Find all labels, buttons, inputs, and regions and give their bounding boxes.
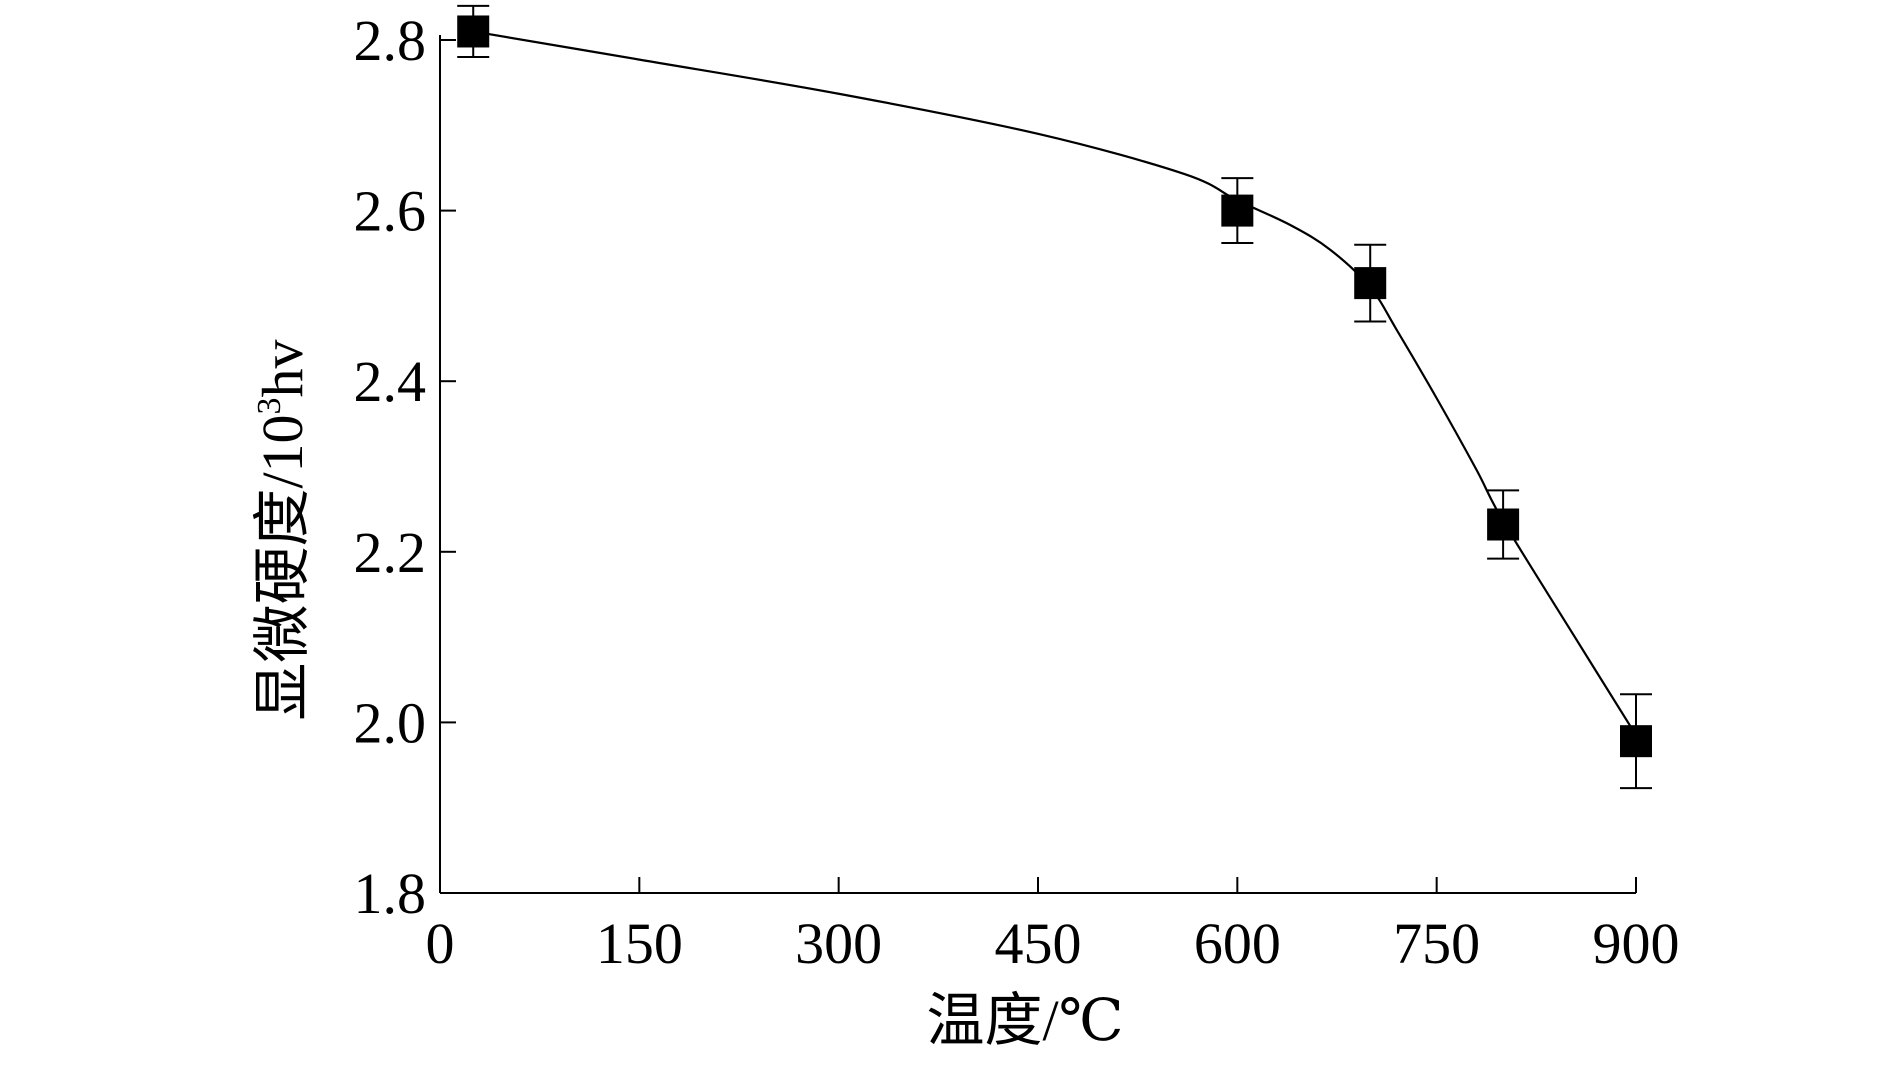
- data-point-marker: [1354, 267, 1387, 300]
- x-tick-label: 750: [1393, 911, 1480, 976]
- x-tick-label: 600: [1194, 911, 1281, 976]
- axes: [439, 35, 1637, 894]
- data-points-layer: [457, 4, 1652, 790]
- fit-curve-layer: [473, 30, 1637, 736]
- x-tick-label: 300: [795, 911, 882, 976]
- y-tick-label: 2.2: [354, 520, 427, 585]
- tick-labels-layer: 0 150 300 450 600 750 900 1.8 2.0 2.2 2.4 2.6 2.8: [354, 8, 1680, 976]
- y-tick-label: 2.6: [354, 179, 427, 244]
- y-tick-label: 2.0: [354, 690, 427, 755]
- data-point-marker: [1221, 194, 1254, 227]
- data-point-marker: [1620, 725, 1652, 758]
- y-axis-title-superscript: 3: [251, 397, 288, 414]
- fit-curve-line: [473, 30, 1637, 736]
- x-tick-label: 0: [426, 911, 455, 976]
- x-axis-title: 温度/℃: [927, 988, 1124, 1053]
- x-tick-label: 150: [596, 911, 683, 976]
- y-tick-label: 2.8: [354, 8, 427, 73]
- y-tick-label: 1.8: [354, 861, 427, 926]
- data-point-marker: [457, 15, 490, 48]
- data-point-marker: [1487, 508, 1520, 541]
- y-axis-title: 显微硬度/103hv: [250, 339, 315, 720]
- x-tick-label: 450: [995, 911, 1082, 976]
- y-axis-title-unit: hv: [250, 339, 315, 397]
- y-tick-label: 2.4: [354, 349, 427, 414]
- y-axis-title-main: 显微硬度/10: [250, 414, 315, 720]
- x-tick-label: 900: [1593, 911, 1680, 976]
